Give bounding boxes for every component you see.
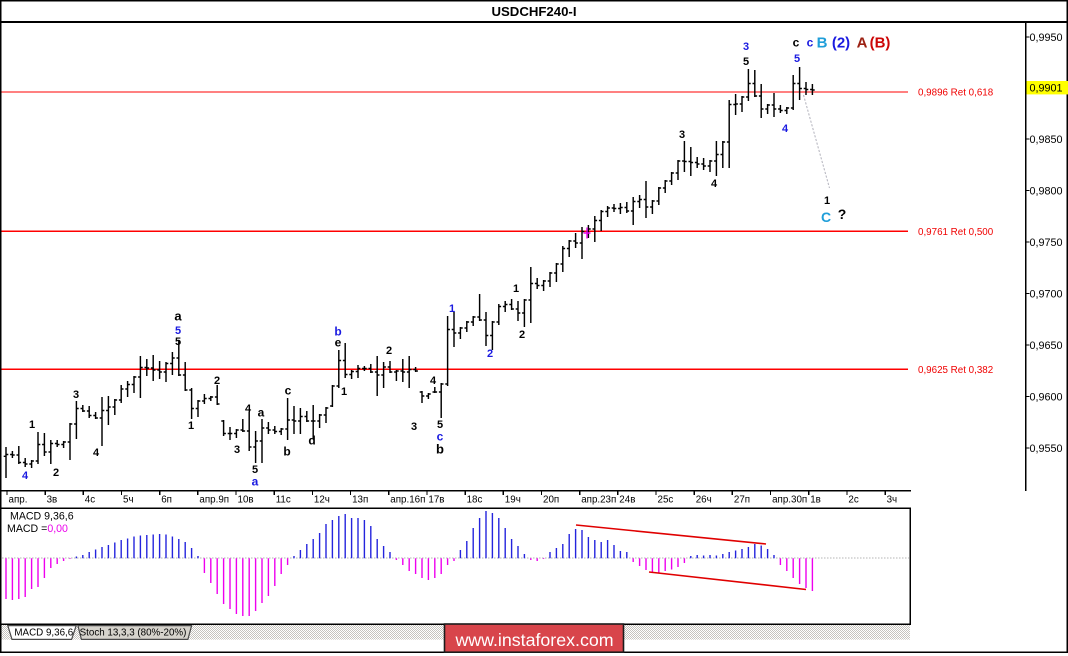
svg-text:1в: 1в [810,494,821,505]
svg-text:4: 4 [711,178,718,190]
svg-text:17в: 17в [428,494,444,505]
svg-text:4с: 4с [85,494,95,505]
svg-text:e: e [335,335,342,349]
svg-text:0,9850: 0,9850 [1030,134,1063,146]
svg-text:0,9950: 0,9950 [1030,32,1063,44]
svg-text:c: c [793,35,800,49]
svg-text:MACD 9,36,6: MACD 9,36,6 [10,511,74,523]
svg-text:b: b [436,442,444,457]
svg-text:B: B [817,34,828,51]
svg-text:1: 1 [824,195,830,207]
svg-text:5: 5 [437,419,443,431]
svg-text:MACD =0,00: MACD =0,00 [7,523,68,535]
svg-text:(B): (B) [870,34,891,51]
svg-text:5: 5 [794,53,800,65]
svg-text:12ч: 12ч [314,494,330,505]
svg-text:1: 1 [188,420,194,432]
svg-text:4: 4 [93,447,100,459]
svg-text:13п: 13п [352,494,368,505]
svg-text:c: c [285,383,292,397]
svg-text:3в: 3в [47,494,58,505]
svg-text:3: 3 [679,129,685,141]
svg-text:4: 4 [782,123,789,135]
svg-text:5: 5 [252,464,258,476]
svg-text:a: a [258,405,265,419]
svg-text:5: 5 [743,56,749,68]
svg-text:1: 1 [449,303,455,315]
svg-text:4: 4 [22,470,29,482]
svg-text:3: 3 [743,41,749,53]
svg-text:4: 4 [245,403,252,415]
svg-text:2: 2 [53,467,59,479]
svg-text:a: a [174,309,182,324]
svg-text:c: c [807,35,814,49]
svg-text:0,9761 Ret 0,500: 0,9761 Ret 0,500 [918,227,994,238]
svg-text:0,9625 Ret 0,382: 0,9625 Ret 0,382 [918,365,993,376]
svg-text:2: 2 [519,329,525,341]
svg-text:www.instaforex.com: www.instaforex.com [454,630,613,650]
svg-text:3ч: 3ч [887,494,898,505]
svg-text:2с: 2с [848,494,858,505]
svg-text:3: 3 [411,421,417,433]
svg-text:2: 2 [214,375,220,387]
svg-text:20п: 20п [543,494,559,505]
svg-text:MACD 9,36,6: MACD 9,36,6 [14,628,73,639]
svg-text:19ч: 19ч [505,494,521,505]
svg-text:2: 2 [386,345,392,357]
svg-text:5: 5 [175,336,181,348]
svg-text:0,9901: 0,9901 [1030,83,1063,95]
svg-text:3: 3 [234,444,240,456]
svg-text:a: a [252,474,259,488]
svg-text:5ч: 5ч [123,494,134,505]
svg-text:1: 1 [513,283,519,295]
svg-text:апр.: апр. [9,494,28,505]
svg-text:27п: 27п [734,494,750,505]
svg-text:0,9550: 0,9550 [1030,443,1063,455]
svg-text:26ч: 26ч [696,494,712,505]
svg-text:USDCHF240-I: USDCHF240-I [491,4,576,19]
svg-text:A: A [857,34,868,51]
svg-text:4: 4 [430,375,437,387]
svg-text:6п: 6п [161,494,172,505]
svg-text:b: b [334,324,341,338]
svg-text:Stoch 13,3,3 (80%-20%): Stoch 13,3,3 (80%-20%) [80,628,187,639]
svg-text:?: ? [838,206,847,222]
svg-text:b: b [283,444,290,458]
svg-text:(2): (2) [832,34,850,51]
svg-text:0,9750: 0,9750 [1030,237,1063,249]
svg-text:C: C [821,209,831,225]
svg-text:3: 3 [73,389,79,401]
svg-text:2: 2 [487,348,493,360]
svg-text:апр.30п: апр.30п [772,494,807,505]
svg-text:c: c [437,429,444,443]
svg-text:0,9896 Ret 0,618: 0,9896 Ret 0,618 [918,88,994,99]
svg-text:1: 1 [29,419,35,431]
svg-text:25с: 25с [658,494,674,505]
svg-text:0,9800: 0,9800 [1030,185,1063,197]
svg-text:апр.9п: апр.9п [199,494,229,505]
svg-text:5: 5 [175,325,181,337]
svg-text:апр.16п: апр.16п [390,494,425,505]
svg-text:1: 1 [341,386,347,398]
svg-text:0,9600: 0,9600 [1030,391,1063,403]
svg-text:d: d [308,433,315,447]
svg-text:18с: 18с [467,494,483,505]
svg-text:0,9700: 0,9700 [1030,288,1063,300]
svg-text:10в: 10в [238,494,254,505]
svg-text:0,9650: 0,9650 [1030,340,1063,352]
svg-text:апр.23п: апр.23п [581,494,616,505]
svg-text:24в: 24в [619,494,635,505]
svg-text:11с: 11с [276,494,291,505]
